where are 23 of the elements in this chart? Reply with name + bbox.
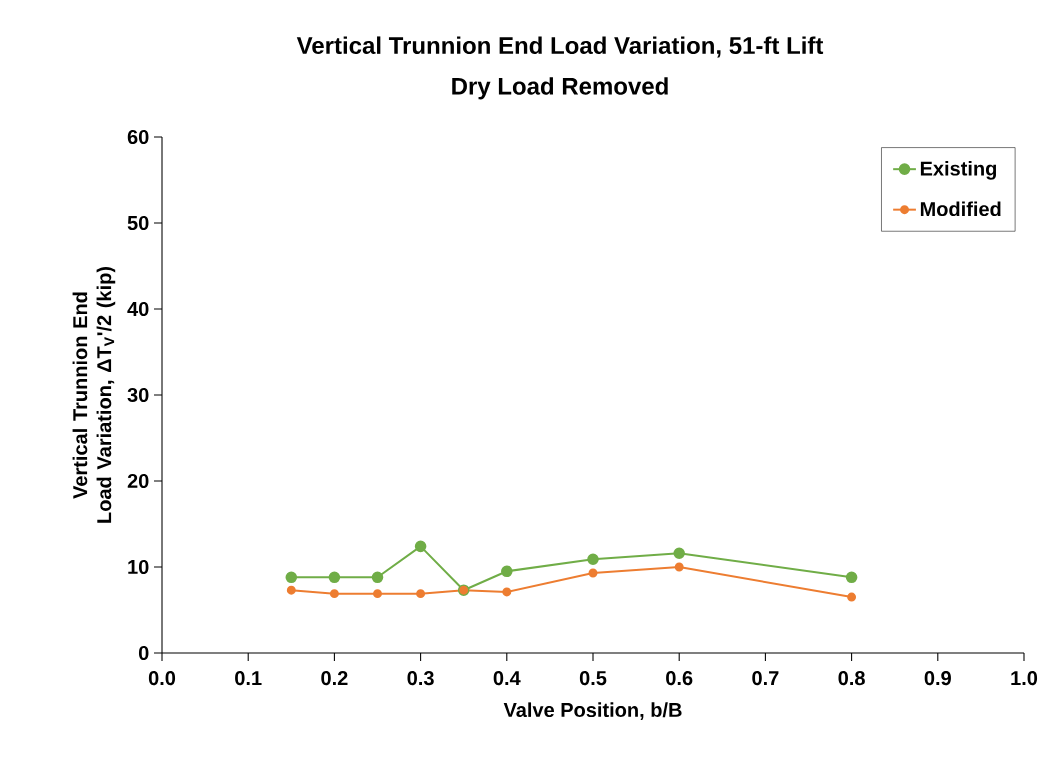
x-axis-title: Valve Position, b/B	[503, 702, 682, 720]
x-tick-label: 1.0	[1011, 671, 1038, 686]
legend-label: Modified	[920, 201, 1001, 217]
x-tick-label: 0.0	[148, 671, 176, 686]
chart-subtitle: Dry Load Removed	[452, 77, 668, 100]
chart-title: Vertical Trunnion End Load Variation, 51-ft Lift	[296, 36, 824, 58]
y-tick-label: 40	[127, 301, 149, 317]
y-tick-label: 50	[127, 215, 149, 231]
y-tick-label: 20	[127, 473, 149, 489]
x-tick-label: 0.5	[579, 671, 607, 686]
x-tick-label: 0.7	[752, 671, 779, 686]
x-tick-label: 0.9	[924, 671, 951, 686]
x-tick-label: 0.6	[666, 671, 693, 686]
y-tick-label: 10	[128, 559, 149, 575]
x-tick-label: 0.1	[235, 671, 262, 686]
y-tick-label: 60	[127, 129, 149, 145]
y-tick-label: 0	[138, 645, 149, 661]
legend-label: Existing	[920, 160, 997, 180]
x-tick-label: 0.2	[321, 671, 348, 686]
x-tick-label: 0.3	[407, 671, 434, 686]
x-tick-label: 0.4	[493, 671, 521, 686]
x-tick-label: 0.8	[838, 671, 865, 686]
y-tick-label: 30	[127, 387, 149, 403]
